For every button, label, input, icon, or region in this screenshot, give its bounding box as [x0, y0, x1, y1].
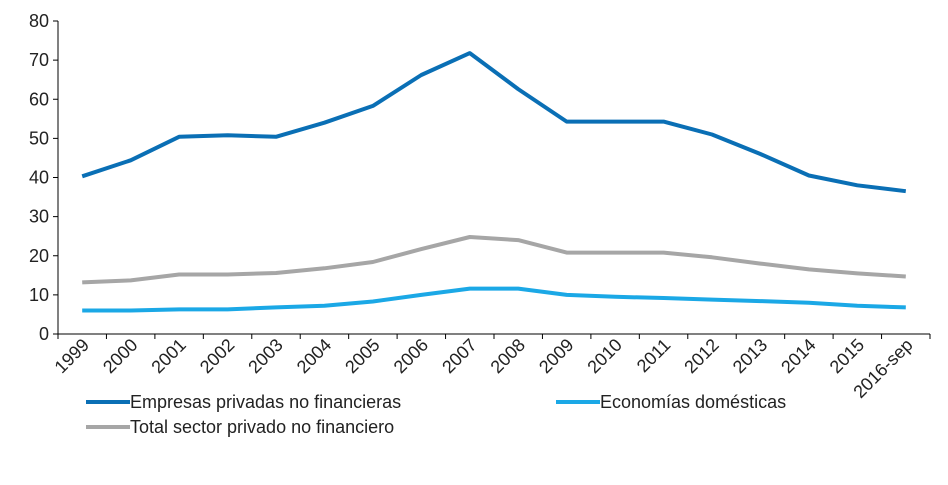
series-lines	[81, 51, 907, 313]
x-tick-label: 2009	[535, 335, 577, 377]
y-tick-label: 80	[29, 11, 49, 31]
x-tick-label: 2010	[583, 335, 625, 377]
x-tick-label: 1999	[51, 335, 93, 377]
x-tick-label: 2003	[244, 335, 286, 377]
y-tick-label: 50	[29, 128, 49, 148]
series-line-3	[82, 235, 906, 285]
x-tick-label: 2013	[729, 335, 771, 377]
y-tick-label: 0	[39, 324, 49, 344]
x-tick-label: 2007	[438, 335, 480, 377]
x-tick-label: 2015	[826, 335, 868, 377]
x-tick-label: 2001	[147, 335, 189, 377]
y-tick-label: 20	[29, 246, 49, 266]
y-tick-label: 10	[29, 285, 49, 305]
x-tick-label: 2011	[633, 335, 675, 377]
series-line-2	[82, 286, 906, 313]
x-tick-label: 2005	[341, 335, 383, 377]
x-tick-label: 2002	[196, 335, 238, 377]
legend-label-2: Economías domésticas	[600, 392, 786, 412]
y-tick-label: 60	[29, 89, 49, 109]
x-tick-label: 2004	[293, 335, 335, 377]
x-tick-label: 2006	[390, 335, 432, 377]
x-tick-label: 2014	[777, 335, 819, 377]
x-tick-label: 2000	[99, 335, 141, 377]
y-tick-label: 40	[29, 168, 49, 188]
legend: Empresas privadas no financieras Economía…	[86, 392, 786, 437]
legend-label-3: Total sector privado no financiero	[130, 417, 394, 437]
y-axis-ticks: 0 10 20 30 40 50 60 70 80	[29, 11, 58, 344]
series-line-1	[81, 51, 907, 194]
legend-label-1: Empresas privadas no financieras	[130, 392, 401, 412]
x-tick-label: 2012	[680, 335, 722, 377]
x-tick-label: 2008	[487, 335, 529, 377]
y-tick-label: 70	[29, 50, 49, 70]
y-tick-label: 30	[29, 207, 49, 227]
